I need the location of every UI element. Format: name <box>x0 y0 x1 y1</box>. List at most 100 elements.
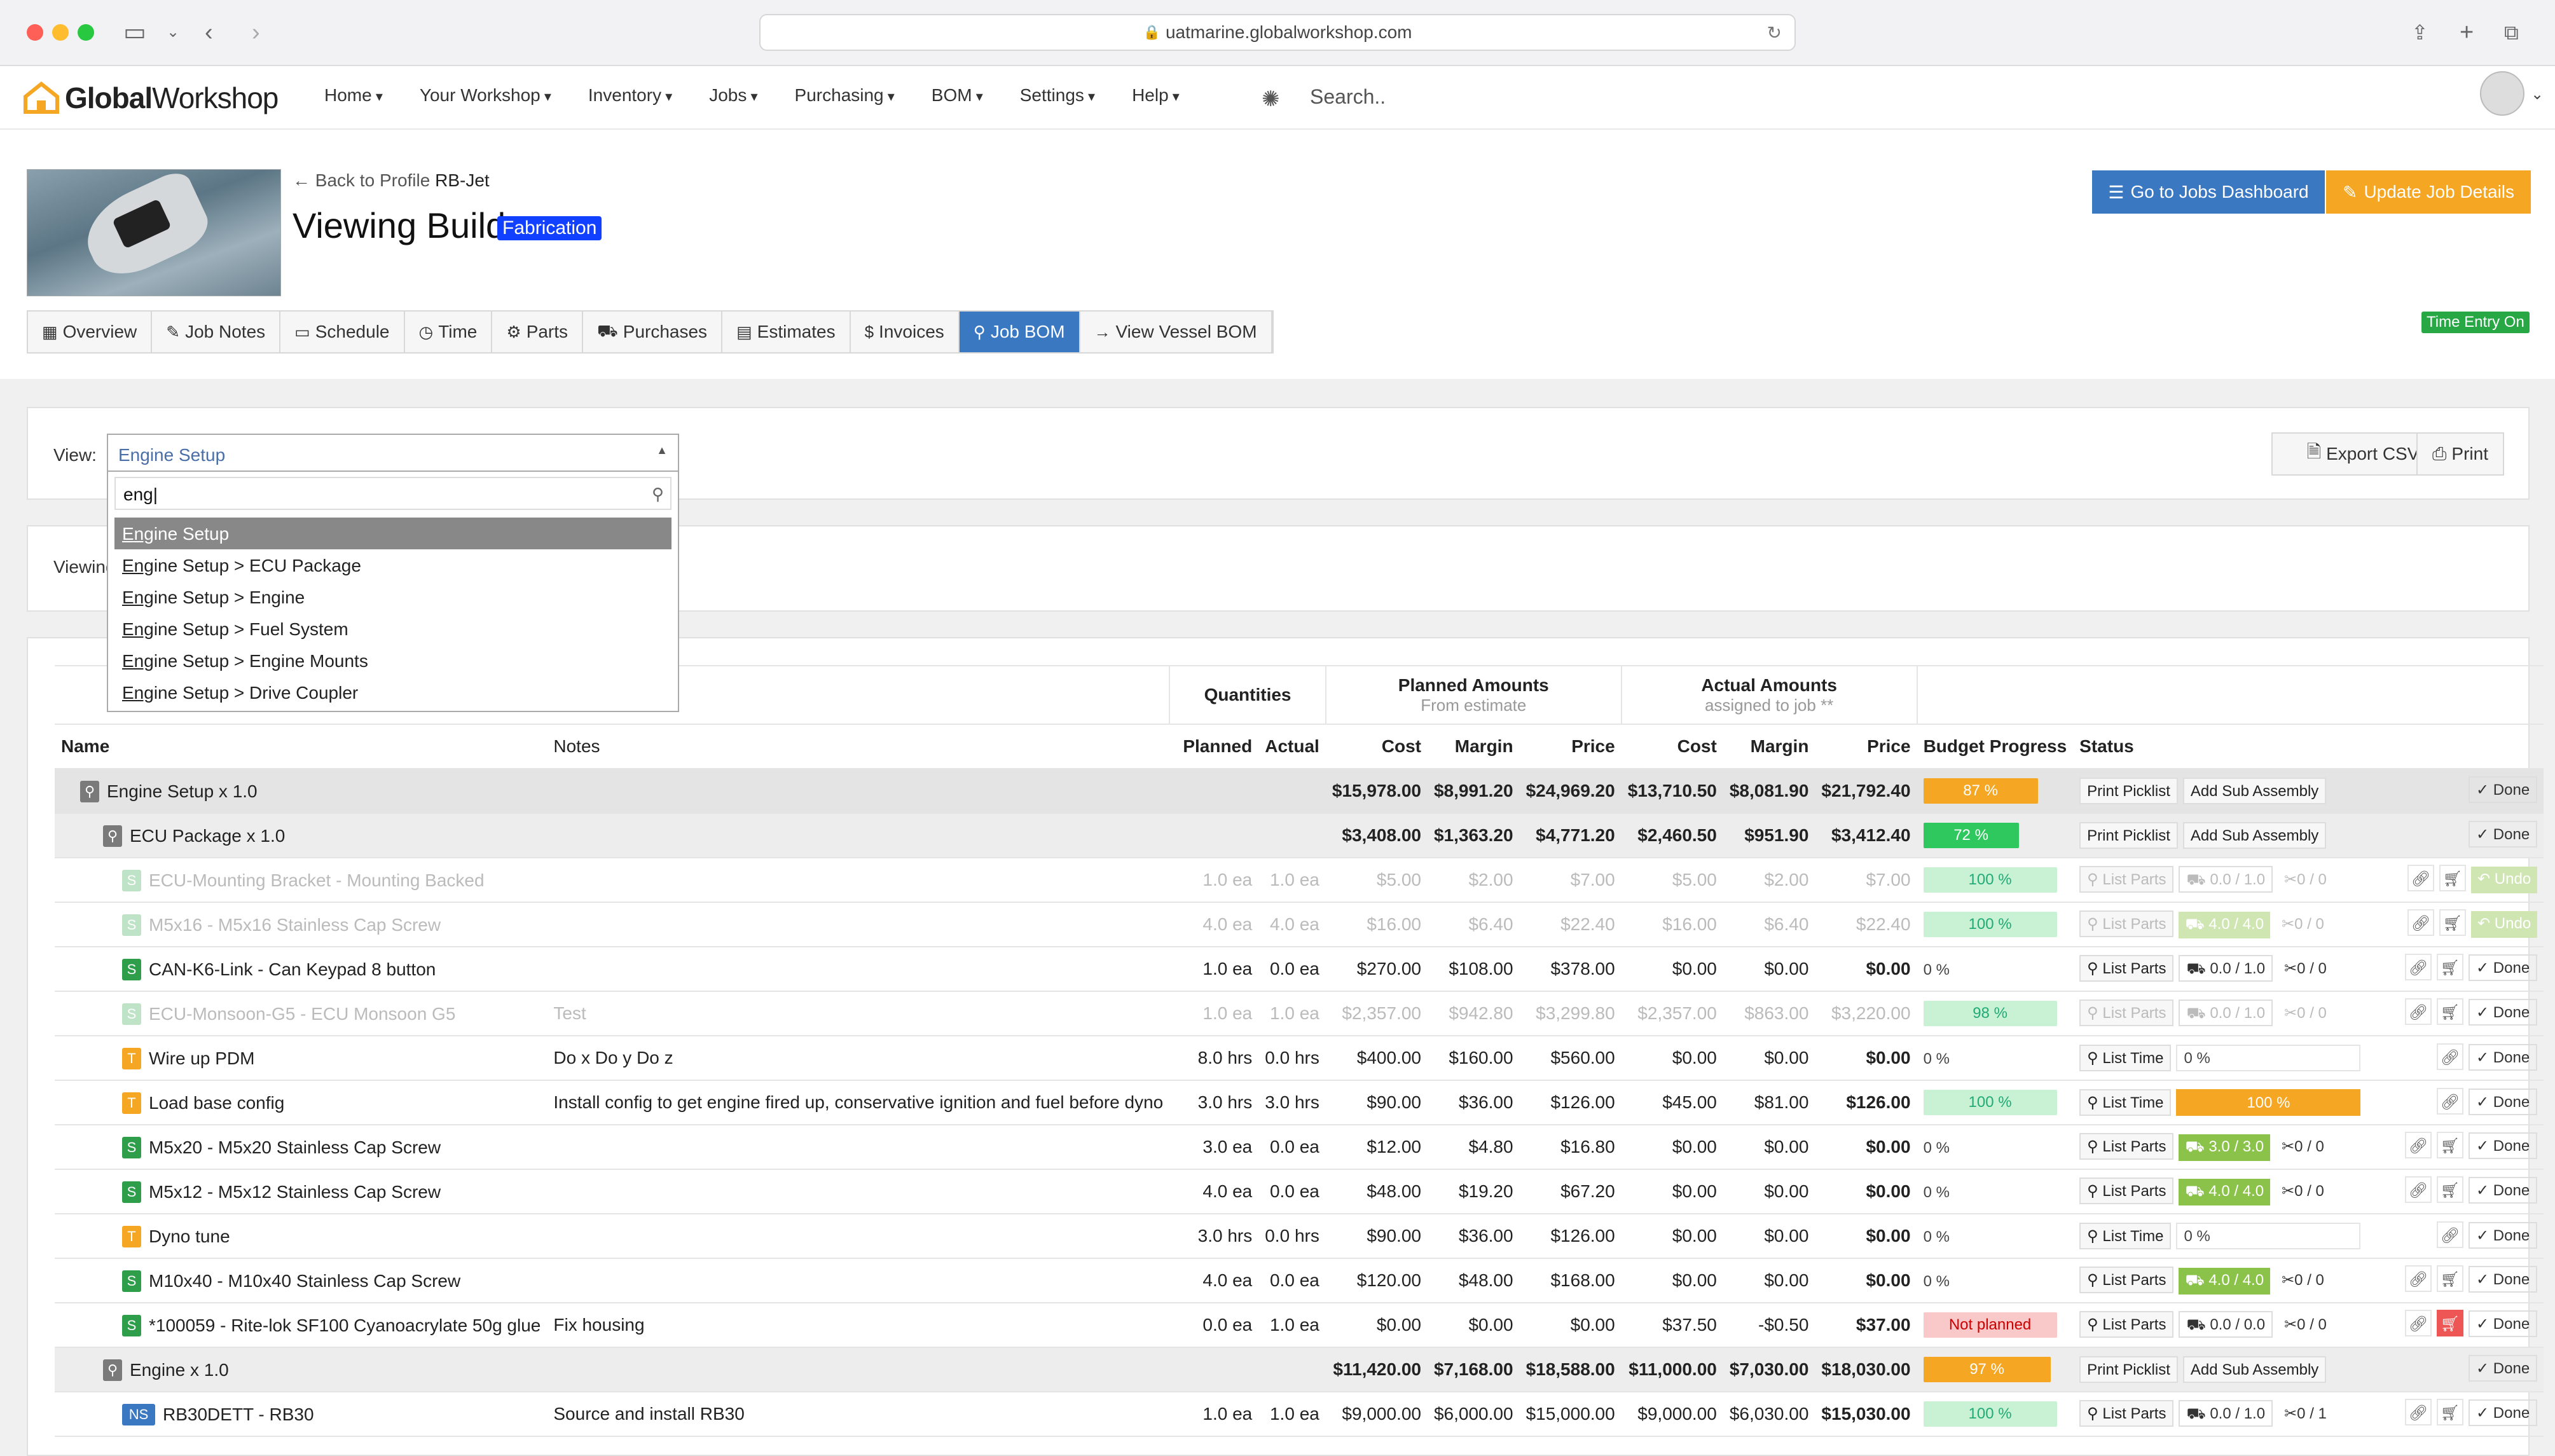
row-name[interactable]: ECU-Mounting Bracket - Mounting Backed <box>149 870 485 890</box>
done-button[interactable]: ✓ Done <box>2469 1089 2538 1115</box>
back-to-profile-link[interactable]: ← Back to Profile RB-Jet <box>293 170 490 190</box>
sidebar-icon[interactable]: ▭ <box>123 19 146 46</box>
chevron-down-icon[interactable]: ⌄ <box>167 24 180 41</box>
link-icon[interactable]: 🔗︎ <box>2405 1310 2432 1336</box>
row-name[interactable]: M10x40 - M10x40 Stainless Cap Screw <box>149 1270 461 1291</box>
list-parts-button[interactable]: ⚲ List Parts <box>2079 1400 2174 1427</box>
tab-parts[interactable]: ⚙ Parts <box>492 312 584 352</box>
link-icon[interactable]: 🔗︎ <box>2437 1043 2464 1070</box>
cart-icon[interactable]: 🛒︎ <box>2437 1310 2464 1336</box>
tab-view-vessel-bom[interactable]: → View Vessel BOM <box>1080 312 1272 352</box>
list-time-button[interactable]: ⚲ List Time <box>2079 1089 2172 1116</box>
add-sub-assembly-button[interactable]: Add Sub Assembly <box>2182 1356 2327 1383</box>
cart-icon[interactable]: 🛒︎ <box>2439 865 2467 891</box>
search-input[interactable]: Search.. <box>1310 85 1386 108</box>
picked-quantity[interactable]: ⛟ 4.0 / 4.0 <box>2179 912 2271 938</box>
tab-invoices[interactable]: $ Invoices <box>851 312 960 352</box>
cart-icon[interactable]: 🛒︎ <box>2437 998 2464 1025</box>
list-parts-button[interactable]: ⚲ List Parts <box>2079 866 2174 893</box>
tab-time[interactable]: ◷ Time <box>405 312 493 352</box>
done-button[interactable]: ✓ Done <box>2469 999 2538 1026</box>
print-picklist-button[interactable]: Print Picklist <box>2079 822 2178 849</box>
menu-settings[interactable]: Settings <box>1020 85 1095 106</box>
link-icon[interactable]: 🔗︎ <box>2437 1088 2464 1115</box>
undo-button[interactable]: ↶ Undo <box>2471 911 2538 938</box>
print-button[interactable]: ⎙ Print <box>2416 432 2504 476</box>
logo[interactable]: Global Workshop <box>23 80 279 116</box>
tab-job-notes[interactable]: ✎ Job Notes <box>152 312 281 352</box>
link-icon[interactable]: 🔗︎ <box>2405 1399 2432 1425</box>
done-button[interactable]: ✓ Done <box>2469 1266 2538 1293</box>
forward-arrow-icon[interactable]: › <box>252 19 260 46</box>
row-name[interactable]: Dyno tune <box>149 1226 230 1246</box>
menu-purchasing[interactable]: Purchasing <box>795 85 895 106</box>
returned-quantity[interactable]: ✂0 / 0 <box>2282 916 2324 933</box>
returned-quantity[interactable]: ✂0 / 0 <box>2284 871 2327 888</box>
menu-your-workshop[interactable]: Your Workshop <box>420 85 551 106</box>
done-button[interactable]: ✓ Done <box>2469 1399 2538 1426</box>
returned-quantity[interactable]: ✂0 / 1 <box>2284 1405 2327 1422</box>
row-name[interactable]: *100059 - Rite-lok SF100 Cyanoacrylate 5… <box>149 1315 541 1335</box>
row-name[interactable]: M5x12 - M5x12 Stainless Cap Screw <box>149 1181 441 1202</box>
cart-icon[interactable]: 🛒︎ <box>2439 909 2467 936</box>
done-button[interactable]: ✓ Done <box>2469 776 2538 803</box>
tab-job-bom[interactable]: ⚲ Job BOM <box>959 312 1080 352</box>
row-name[interactable]: RB30DETT - RB30 <box>163 1404 314 1424</box>
row-name[interactable]: M5x16 - M5x16 Stainless Cap Screw <box>149 914 441 935</box>
row-name[interactable]: CAN-K6-Link - Can Keypad 8 button <box>149 959 436 979</box>
row-name[interactable]: Load base config <box>149 1092 285 1113</box>
add-sub-assembly-button[interactable]: Add Sub Assembly <box>2182 778 2327 804</box>
undo-button[interactable]: ↶ Undo <box>2471 867 2538 893</box>
share-icon[interactable]: ⇪ <box>2411 21 2428 44</box>
picked-quantity[interactable]: ⛟ 0.0 / 1.0 <box>2179 1400 2273 1427</box>
done-button[interactable]: ✓ Done <box>2469 821 2538 848</box>
cart-icon[interactable]: 🛒︎ <box>2437 1132 2464 1158</box>
done-button[interactable]: ✓ Done <box>2469 1132 2538 1159</box>
dropdown-option[interactable]: Engine Setup > ECU Package <box>122 556 361 575</box>
url-bar[interactable]: 🔒 uatmarine.globalworkshop.com ↻ <box>759 14 1796 51</box>
tab-schedule[interactable]: ▭ Schedule <box>280 312 405 352</box>
menu-home[interactable]: Home <box>324 85 383 106</box>
done-button[interactable]: ✓ Done <box>2469 1355 2538 1382</box>
link-icon[interactable]: 🔗︎ <box>2407 865 2435 891</box>
picked-quantity[interactable]: ⛟ 4.0 / 4.0 <box>2179 1268 2271 1295</box>
menu-bom[interactable]: BOM <box>932 85 983 106</box>
row-name[interactable]: Wire up PDM <box>149 1048 255 1068</box>
list-parts-button[interactable]: ⚲ List Parts <box>2079 910 2174 937</box>
bug-icon[interactable]: ✺ <box>1262 87 1280 111</box>
menu-help[interactable]: Help <box>1132 85 1180 106</box>
picked-quantity[interactable]: ⛟ 0.0 / 1.0 <box>2179 999 2273 1026</box>
row-name[interactable]: ECU-Monsoon-G5 - ECU Monsoon G5 <box>149 1003 456 1024</box>
list-parts-button[interactable]: ⚲ List Parts <box>2079 1178 2174 1204</box>
tab-purchases[interactable]: ⛟ Purchases <box>583 312 723 352</box>
link-icon[interactable]: 🔗︎ <box>2437 1221 2464 1248</box>
reload-icon[interactable]: ↻ <box>1766 22 1782 43</box>
returned-quantity[interactable]: ✂0 / 0 <box>2282 1138 2324 1155</box>
link-icon[interactable]: 🔗︎ <box>2405 1265 2432 1292</box>
cart-icon[interactable]: 🛒︎ <box>2437 954 2464 980</box>
add-sub-assembly-button[interactable]: Add Sub Assembly <box>2182 822 2327 849</box>
picked-quantity[interactable]: ⛟ 0.0 / 0.0 <box>2179 1311 2273 1338</box>
done-button[interactable]: ✓ Done <box>2469 1177 2538 1204</box>
picked-quantity[interactable]: ⛟ 0.0 / 1.0 <box>2179 866 2273 893</box>
cart-icon[interactable]: 🛒︎ <box>2437 1176 2464 1203</box>
back-arrow-icon[interactable]: ‹ <box>205 19 213 46</box>
maximize-window-button[interactable] <box>78 24 94 41</box>
dropdown-option[interactable]: Engine Setup > Fuel System <box>122 619 348 639</box>
go-to-jobs-dashboard-button[interactable]: ☰ Go to Jobs Dashboard <box>2092 170 2325 214</box>
tab-estimates[interactable]: ▤ Estimates <box>722 312 851 352</box>
done-button[interactable]: ✓ Done <box>2469 1310 2538 1337</box>
cart-icon[interactable]: 🛒︎ <box>2437 1265 2464 1292</box>
update-job-details-button[interactable]: ✎ Update Job Details <box>2326 170 2531 214</box>
returned-quantity[interactable]: ✂0 / 0 <box>2282 1272 2324 1289</box>
minimize-window-button[interactable] <box>52 24 69 41</box>
dropdown-option[interactable]: Engine Setup > Engine Mounts <box>122 651 368 671</box>
dropdown-option[interactable]: Engine Setup > Drive Coupler <box>122 683 359 703</box>
view-select[interactable]: Engine Setup ▲ <box>107 434 679 472</box>
link-icon[interactable]: 🔗︎ <box>2405 998 2432 1025</box>
tab-overview[interactable]: ▦ Overview <box>28 312 153 352</box>
list-time-button[interactable]: ⚲ List Time <box>2079 1045 2172 1071</box>
chevron-down-icon[interactable]: ⌄ <box>2531 86 2544 103</box>
menu-jobs[interactable]: Jobs <box>709 85 757 106</box>
close-window-button[interactable] <box>27 24 43 41</box>
